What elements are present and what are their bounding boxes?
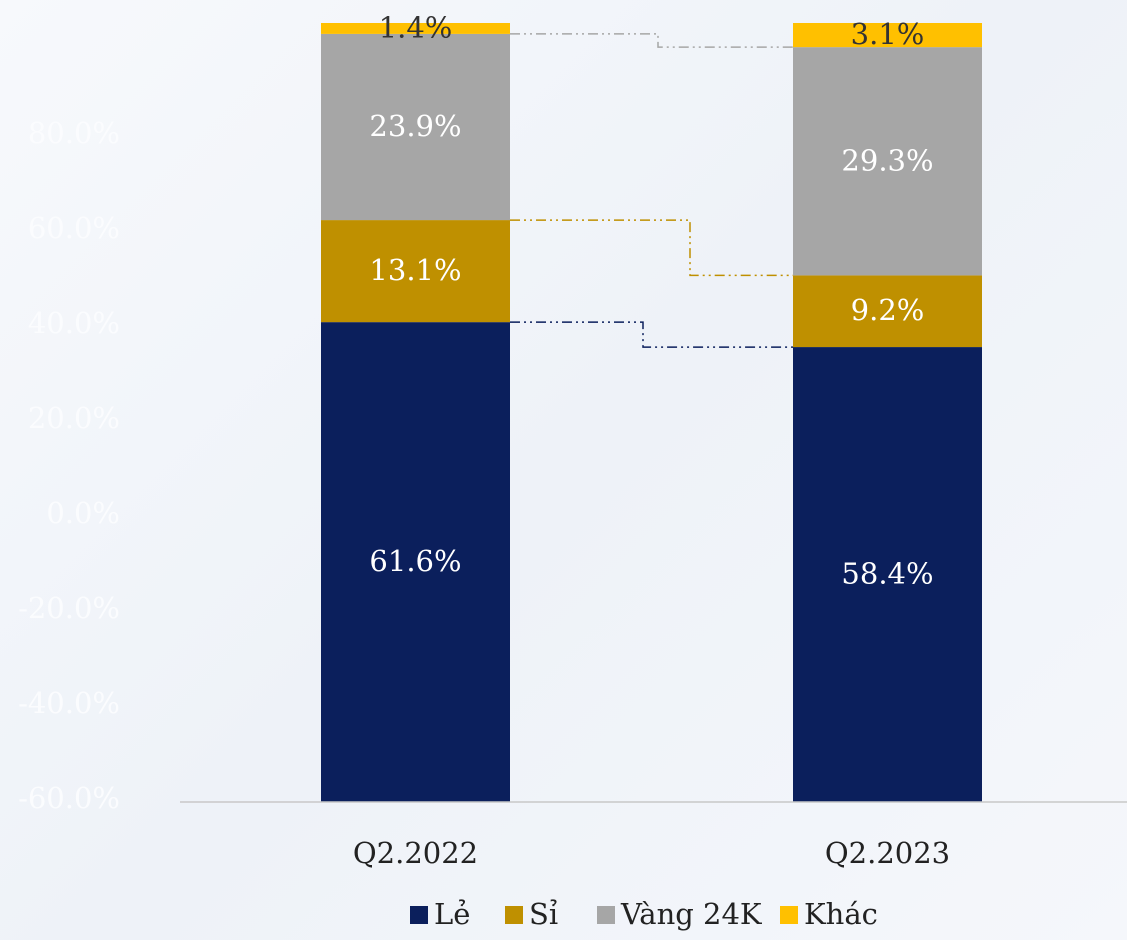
background-label: 80.0%: [28, 116, 120, 150]
data-label: 29.3%: [841, 143, 933, 177]
legend-label: Sỉ: [529, 897, 558, 931]
background-label: 0.0%: [46, 496, 120, 530]
bar-segment: [793, 47, 982, 276]
background-label: 20.0%: [28, 401, 120, 435]
data-label: 1.4%: [379, 10, 453, 44]
data-label: 13.1%: [369, 253, 461, 287]
legend-label: Khác: [804, 897, 878, 931]
x-tick-label: Q2.2023: [825, 836, 950, 870]
background-label: -20.0%: [18, 591, 120, 625]
data-label: 3.1%: [851, 17, 925, 51]
data-label: 9.2%: [851, 293, 925, 327]
bar-segment: [321, 322, 510, 802]
background-label: 60.0%: [28, 211, 120, 245]
bar-segment: [793, 23, 982, 48]
bar-segment: [321, 220, 510, 323]
bar-segment: [793, 275, 982, 348]
data-label: 23.9%: [369, 109, 461, 143]
background-label: -40.0%: [18, 686, 120, 720]
connector-line: [510, 33, 793, 48]
connector-line: [510, 219, 793, 277]
bar-segment: [321, 33, 510, 221]
legend-label: Vàng 24K: [620, 897, 763, 931]
legend-label: Lẻ: [434, 897, 470, 931]
legend-swatch: [597, 906, 615, 924]
background-label: 40.0%: [28, 306, 120, 340]
data-label: 58.4%: [841, 557, 933, 591]
bar-segment: [793, 347, 982, 802]
data-label: 61.6%: [369, 544, 461, 578]
legend-swatch: [505, 906, 523, 924]
connector-line: [510, 321, 793, 348]
bar-segment: [321, 23, 510, 34]
legend-swatch: [410, 906, 428, 924]
x-tick-label: Q2.2022: [353, 836, 478, 870]
legend-swatch: [780, 906, 798, 924]
background-label: -60.0%: [18, 781, 120, 815]
